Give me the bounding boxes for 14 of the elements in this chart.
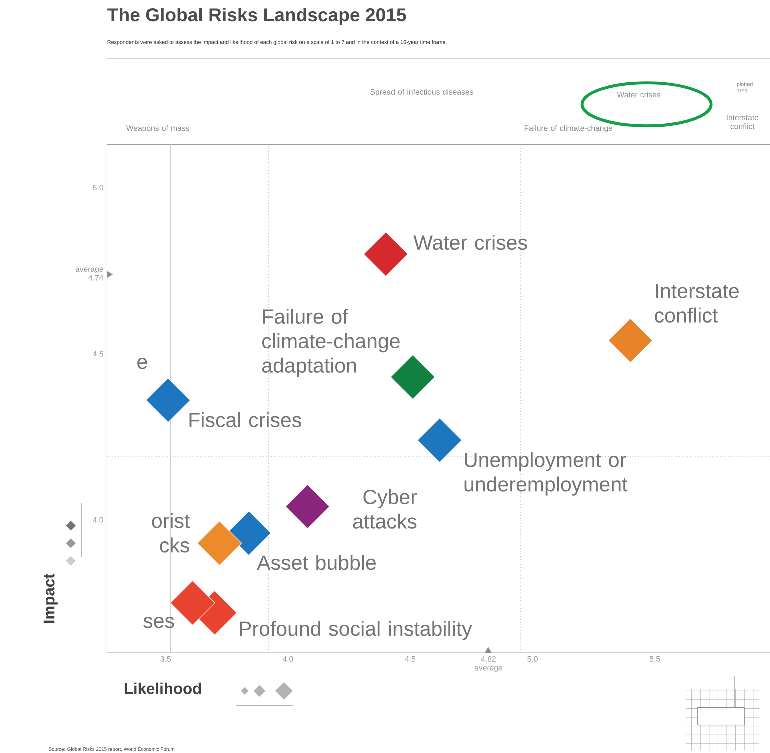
series-label: ses [144,617,174,628]
series-label: Water crises [414,235,528,250]
series-label: Interstate conflict [655,284,739,324]
series-label: Failure of climate-change adaptation [262,309,400,378]
chart-title: The Global Risks Landscape 2015 [108,8,406,26]
series-label: Cyber attacks [353,490,418,530]
y-axis-title: Impact [44,574,58,624]
annotation: e [138,358,148,370]
series-label: Profound social instability [240,621,472,640]
x-axis-title: Likelihood [124,682,202,694]
series-label: Asset bubble [257,555,376,570]
series-label: orist cks [152,513,190,553]
series-label: Unemployment or underemployment [464,452,628,496]
series-label: Fiscal crises [190,412,302,428]
